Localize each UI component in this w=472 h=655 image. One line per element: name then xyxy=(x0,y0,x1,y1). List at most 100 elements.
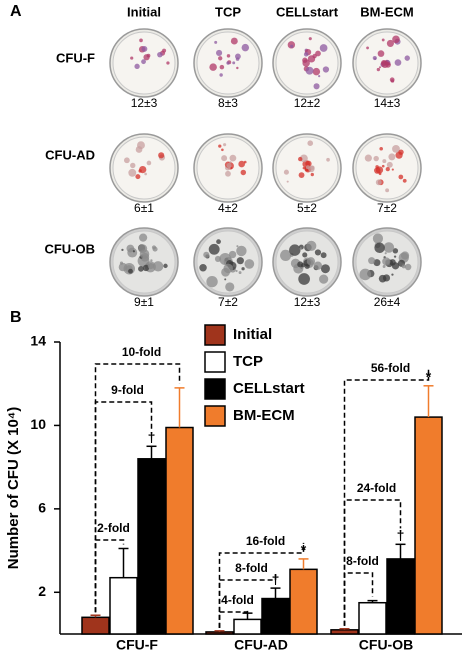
colony-count: 9±1 xyxy=(134,295,154,309)
colony xyxy=(229,154,237,162)
colony xyxy=(218,56,223,61)
error-bar xyxy=(242,612,253,620)
error-bar xyxy=(298,558,309,570)
colony xyxy=(216,239,221,245)
colony xyxy=(401,264,406,269)
colony xyxy=(226,61,230,65)
panel-label: B xyxy=(10,309,22,326)
colony xyxy=(158,152,165,159)
colony xyxy=(229,161,232,164)
legend-swatch xyxy=(204,378,226,400)
row-label: CFU-F xyxy=(56,50,95,65)
colony xyxy=(372,233,384,244)
colony xyxy=(373,259,381,267)
legend-swatch xyxy=(204,324,226,346)
colony xyxy=(147,262,154,270)
legend-label: TCP xyxy=(233,353,263,370)
colony xyxy=(305,66,314,75)
colony xyxy=(146,160,152,166)
significance-marker: † xyxy=(148,429,156,445)
colony xyxy=(132,250,136,253)
dish xyxy=(352,227,422,297)
colony xyxy=(130,162,136,169)
fold-label: 24-fold xyxy=(357,481,396,495)
colony xyxy=(319,44,328,52)
error-bar xyxy=(367,599,378,603)
colony-count: 12±2 xyxy=(294,96,321,110)
fold-bracket xyxy=(94,401,153,613)
colony xyxy=(224,278,227,281)
colony xyxy=(235,57,240,61)
column-header: Initial xyxy=(127,4,161,19)
colony xyxy=(385,167,390,172)
colony xyxy=(376,67,381,72)
bar xyxy=(137,458,166,635)
colony xyxy=(128,268,133,274)
fold-label: 9-fold xyxy=(111,383,144,397)
colony xyxy=(221,148,224,152)
colony xyxy=(302,57,308,63)
dish xyxy=(109,227,179,297)
error-bar xyxy=(339,628,350,630)
colony xyxy=(218,144,222,148)
column-header: BM-ECM xyxy=(360,4,413,19)
error-bar xyxy=(423,385,434,418)
fold-bracket xyxy=(218,572,277,628)
bar xyxy=(386,558,415,635)
colony xyxy=(126,244,135,253)
bar xyxy=(109,576,138,635)
legend-swatch xyxy=(204,405,226,427)
bar xyxy=(289,568,318,635)
fold-label: 56-fold xyxy=(371,361,410,375)
colony xyxy=(298,273,310,285)
colony xyxy=(314,249,322,256)
colony xyxy=(208,243,220,255)
x-tick-label: CFU-AD xyxy=(234,637,288,653)
colony xyxy=(394,59,402,66)
colony xyxy=(219,73,223,77)
colony xyxy=(381,164,385,168)
colony xyxy=(391,168,394,171)
colony xyxy=(384,252,387,255)
colony xyxy=(118,262,128,272)
column-header: TCP xyxy=(215,4,241,19)
colony xyxy=(152,246,158,252)
fold-label: 8-fold xyxy=(346,554,379,568)
bar xyxy=(81,616,110,635)
colony xyxy=(326,157,330,162)
colony xyxy=(289,244,301,256)
fold-bracket xyxy=(218,542,305,628)
colony xyxy=(364,154,372,162)
colony xyxy=(139,233,148,242)
colony xyxy=(203,251,210,258)
colony xyxy=(305,160,312,167)
colony xyxy=(302,166,306,170)
colony xyxy=(162,48,167,53)
colony xyxy=(374,167,381,174)
y-tick-label: 14 xyxy=(30,333,46,349)
y-axis-label: Number of CFU (X 10⁴) xyxy=(5,407,22,569)
dish xyxy=(193,133,263,203)
bar xyxy=(414,416,443,635)
colony xyxy=(135,174,141,180)
dish xyxy=(272,28,342,98)
colony xyxy=(225,282,235,292)
bar xyxy=(165,426,194,635)
bar xyxy=(358,601,387,635)
colony xyxy=(307,140,314,147)
colony xyxy=(303,52,309,57)
error-bar xyxy=(214,630,225,632)
colony xyxy=(388,153,396,161)
colony xyxy=(393,255,397,258)
column-header: CELLstart xyxy=(276,4,339,19)
colony xyxy=(123,157,130,164)
colony xyxy=(298,172,305,179)
colony xyxy=(298,156,303,162)
bar xyxy=(261,597,290,635)
colony xyxy=(134,63,140,70)
dish xyxy=(352,28,422,98)
colony xyxy=(382,257,391,266)
colony xyxy=(290,44,294,48)
error-bar xyxy=(146,445,157,459)
